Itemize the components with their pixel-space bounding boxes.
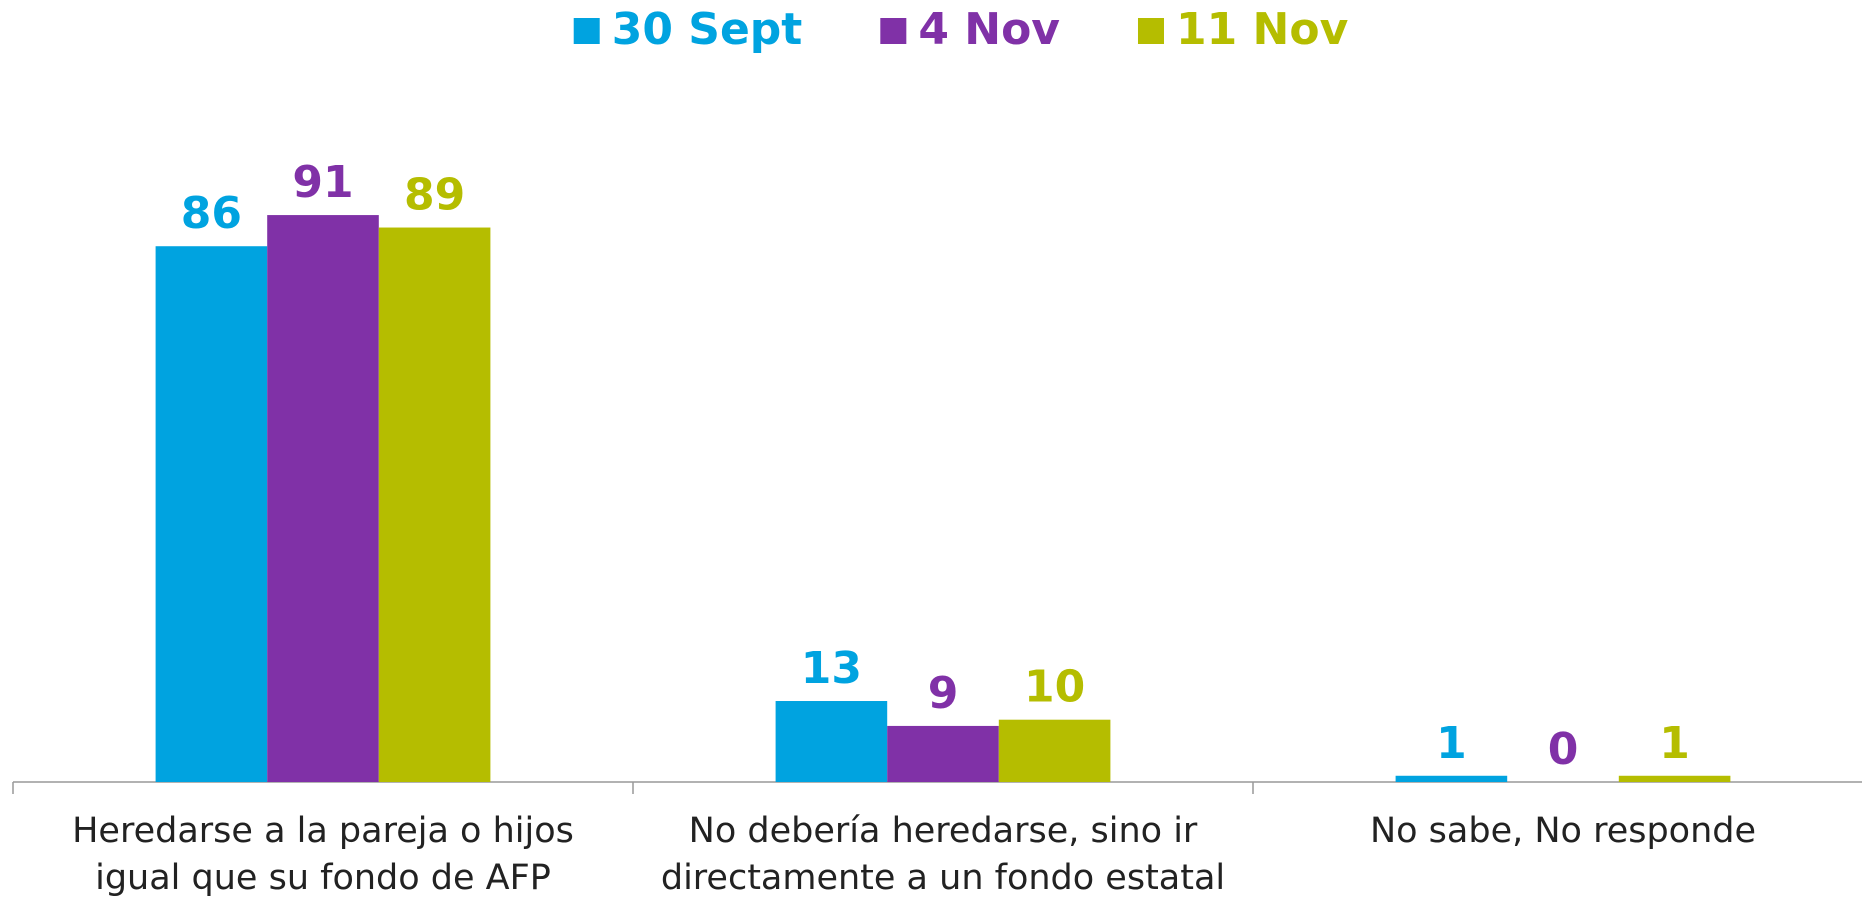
legend: 30 Sept 4 Nov 11 Nov: [573, 4, 1349, 55]
value-label: 10: [1024, 662, 1085, 713]
value-label: 89: [404, 170, 465, 221]
legend-label: 4 Nov: [918, 4, 1060, 55]
bar: [1618, 775, 1731, 782]
bar: [998, 719, 1111, 782]
bar: [378, 227, 491, 782]
value-label: 0: [1548, 724, 1579, 775]
value-label: 86: [181, 188, 242, 239]
bar: [887, 725, 999, 782]
value-label: 91: [292, 157, 353, 208]
legend-label: 11 Nov: [1176, 4, 1349, 55]
legend-swatch: [880, 18, 907, 44]
legend-swatch: [1137, 18, 1164, 44]
legend-swatch: [573, 18, 600, 44]
value-label: 1: [1659, 718, 1690, 769]
bar: [155, 246, 268, 783]
bar: [775, 701, 888, 782]
value-label: 9: [928, 668, 959, 719]
value-label: 1: [1436, 718, 1467, 769]
value-label: 13: [801, 643, 862, 694]
x-tick-label: No debería heredarse, sino ir directamen…: [660, 811, 1226, 898]
bar: [267, 215, 379, 782]
x-tick-label: Heredarse a la pareja o hijos igual que …: [72, 811, 574, 898]
x-tick-label: No sabe, No responde: [1369, 811, 1757, 851]
bar: [1395, 775, 1508, 782]
legend-label: 30 Sept: [612, 4, 803, 55]
